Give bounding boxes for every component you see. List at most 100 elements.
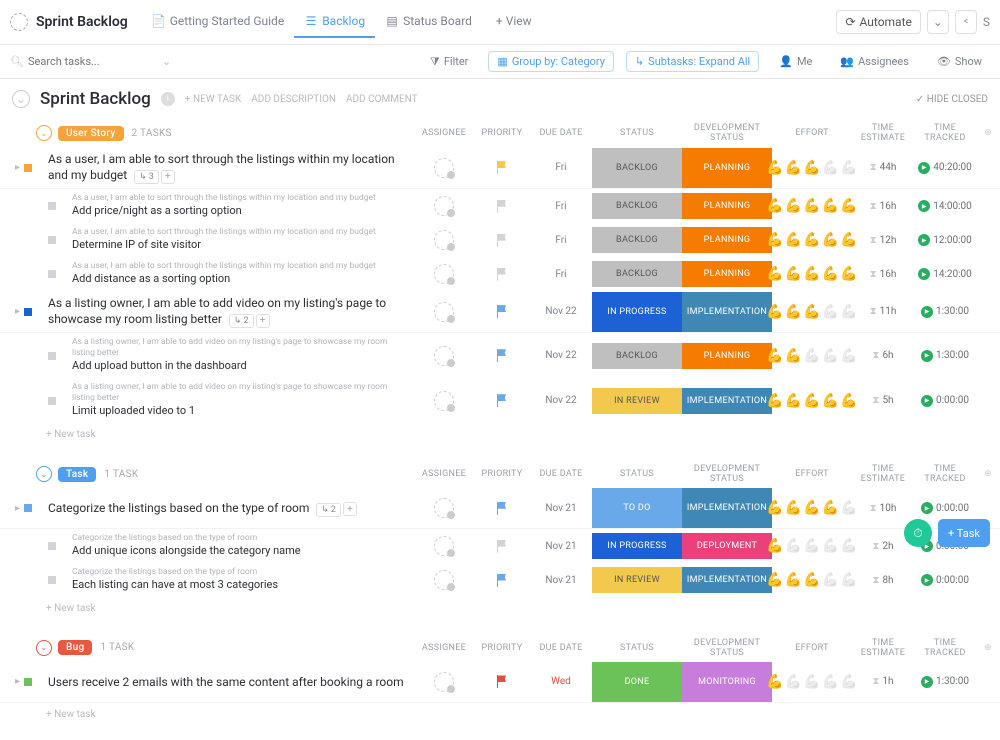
collapse-group-icon[interactable]: ⌄ [36,466,52,482]
time-tracked-cell[interactable]: ▶1:30:00 [914,306,976,318]
assignee-cell[interactable] [414,230,474,250]
expand-icon[interactable]: ▸ [15,306,20,317]
subtask-count-badge[interactable]: ↳2 [316,503,341,517]
due-cell[interactable]: Nov 22 [530,395,592,406]
time-tracked-cell[interactable]: ▶0:00:00 [914,502,976,514]
effort-cell[interactable]: 💪💪💪💪💪 [772,348,852,364]
assignee-cell[interactable] [414,672,474,692]
subtask-count-badge[interactable]: ↳2 [229,314,254,328]
priority-cell[interactable] [474,502,530,515]
group-tag[interactable]: Task [58,467,96,482]
add-subtask-button[interactable]: + [161,170,175,184]
new-task-row[interactable]: + New task [0,703,1000,726]
dev-status-cell[interactable]: DEPLOYMENT [682,533,772,559]
due-cell[interactable]: Fri [530,201,592,212]
priority-cell[interactable] [474,394,530,407]
effort-cell[interactable]: 💪💪💪💪💪 [772,232,852,248]
task-main[interactable]: As a listing owner, I am able to add vid… [38,291,414,332]
hide-closed-toggle[interactable]: ✓ HIDE CLOSED [916,94,988,105]
time-tracked-cell[interactable]: ▶14:00:00 [914,200,976,212]
collapse-section-icon[interactable]: ⌄ [12,90,30,108]
dev-status-cell[interactable]: PLANNING [682,227,772,253]
time-estimate-cell[interactable]: ⧗16h [852,201,914,212]
assignee-cell[interactable] [414,346,474,366]
status-cell[interactable]: IN REVIEW [592,388,682,414]
search-wrap[interactable]: 🔍︎ ⌄ [10,55,171,68]
task-main[interactable]: Categorize the listings based on the typ… [62,529,414,563]
status-cell[interactable]: DONE [592,662,682,702]
time-estimate-cell[interactable]: ⧗16h [852,269,914,280]
add-view-tab[interactable]: + View [486,6,542,38]
status-cell[interactable]: IN PROGRESS [592,533,682,559]
status-cell[interactable]: BACKLOG [592,148,682,188]
tab-status-board[interactable]: ▤Status Board [375,6,482,38]
assignee-cell[interactable] [414,570,474,590]
tab-getting-started-guide[interactable]: 📄Getting Started Guide [142,6,294,38]
task-main[interactable]: As a user, I am able to sort through the… [38,147,414,188]
priority-cell[interactable] [474,540,530,553]
time-estimate-cell[interactable]: ⧗8h [852,575,914,586]
groupby-button[interactable]: ▦Group by: Category [488,51,614,72]
task-main[interactable]: Categorize the listings based on the typ… [62,563,414,597]
collapse-group-icon[interactable]: ⌄ [36,640,52,656]
time-tracked-cell[interactable]: ▶14:20:00 [914,268,976,280]
time-estimate-cell[interactable]: ⧗6h [852,350,914,361]
show-button[interactable]: 👁Show [929,52,990,71]
subtask-count-badge[interactable]: ↳3 [134,170,159,184]
dev-status-cell[interactable]: PLANNING [682,193,772,219]
dev-status-cell[interactable]: PLANNING [682,261,772,287]
me-button[interactable]: 👤Me [771,52,820,71]
assignee-cell[interactable] [414,196,474,216]
time-tracked-cell[interactable]: ▶12:00:00 [914,234,976,246]
effort-cell[interactable]: 💪💪💪💪💪 [772,538,852,554]
assignee-cell[interactable] [414,498,474,518]
priority-cell[interactable] [474,234,530,247]
time-estimate-cell[interactable]: ⧗44h [852,162,914,173]
search-input[interactable] [28,55,128,68]
due-cell[interactable]: Wed [530,676,592,687]
workspace-icon[interactable] [10,13,28,31]
due-cell[interactable]: Nov 21 [530,503,592,514]
priority-cell[interactable] [474,574,530,587]
time-tracked-cell[interactable]: ▶40:20:00 [914,162,976,174]
automate-dropdown[interactable]: ⌄ [927,10,949,34]
time-estimate-cell[interactable]: ⧗5h [852,395,914,406]
due-cell[interactable]: Nov 21 [530,541,592,552]
effort-cell[interactable]: 💪💪💪💪💪 [772,304,852,320]
effort-cell[interactable]: 💪💪💪💪💪 [772,160,852,176]
due-cell[interactable]: Nov 22 [530,350,592,361]
dev-status-cell[interactable]: MONITORING [682,662,772,702]
dev-status-cell[interactable]: PLANNING [682,148,772,188]
task-main[interactable]: Categorize the listings based on the typ… [38,496,414,521]
effort-cell[interactable]: 💪💪💪💪💪 [772,198,852,214]
add-column-button[interactable]: ⊕ [976,128,1000,138]
add-subtask-button[interactable]: + [343,502,357,516]
task-main[interactable]: As a user, I am able to sort through the… [62,223,414,257]
assignees-button[interactable]: 👥Assignees [832,52,917,71]
due-cell[interactable]: Nov 21 [530,575,592,586]
time-estimate-cell[interactable]: ⧗12h [852,235,914,246]
filter-button[interactable]: ⧩Filter [422,52,476,72]
info-icon[interactable]: i [161,92,175,106]
status-cell[interactable]: TO DO [592,488,682,528]
dev-status-cell[interactable]: IMPLEMENTATION [682,388,772,414]
new-task-row[interactable]: + New task [0,597,1000,620]
assignee-cell[interactable] [414,391,474,411]
dev-status-cell[interactable]: PLANNING [682,343,772,369]
assignee-cell[interactable] [414,302,474,322]
expand-icon[interactable]: ▸ [15,676,20,687]
time-tracked-cell[interactable]: ▶1:30:00 [914,350,976,362]
assignee-cell[interactable] [414,536,474,556]
task-main[interactable]: As a listing owner, I am able to add vid… [62,333,414,378]
collapse-group-icon[interactable]: ⌄ [36,125,52,141]
subtasks-button[interactable]: ↳Subtasks: Expand All [626,51,759,72]
priority-cell[interactable] [474,161,530,174]
share-button[interactable]: < [955,10,977,34]
tab-backlog[interactable]: ☰Backlog [294,6,375,38]
dev-status-cell[interactable]: IMPLEMENTATION [682,488,772,528]
new-task-row[interactable]: + New task [0,423,1000,446]
add-comment-link[interactable]: ADD COMMENT [346,94,418,105]
time-estimate-cell[interactable]: ⧗10h [852,503,914,514]
due-cell[interactable]: Fri [530,235,592,246]
priority-cell[interactable] [474,200,530,213]
